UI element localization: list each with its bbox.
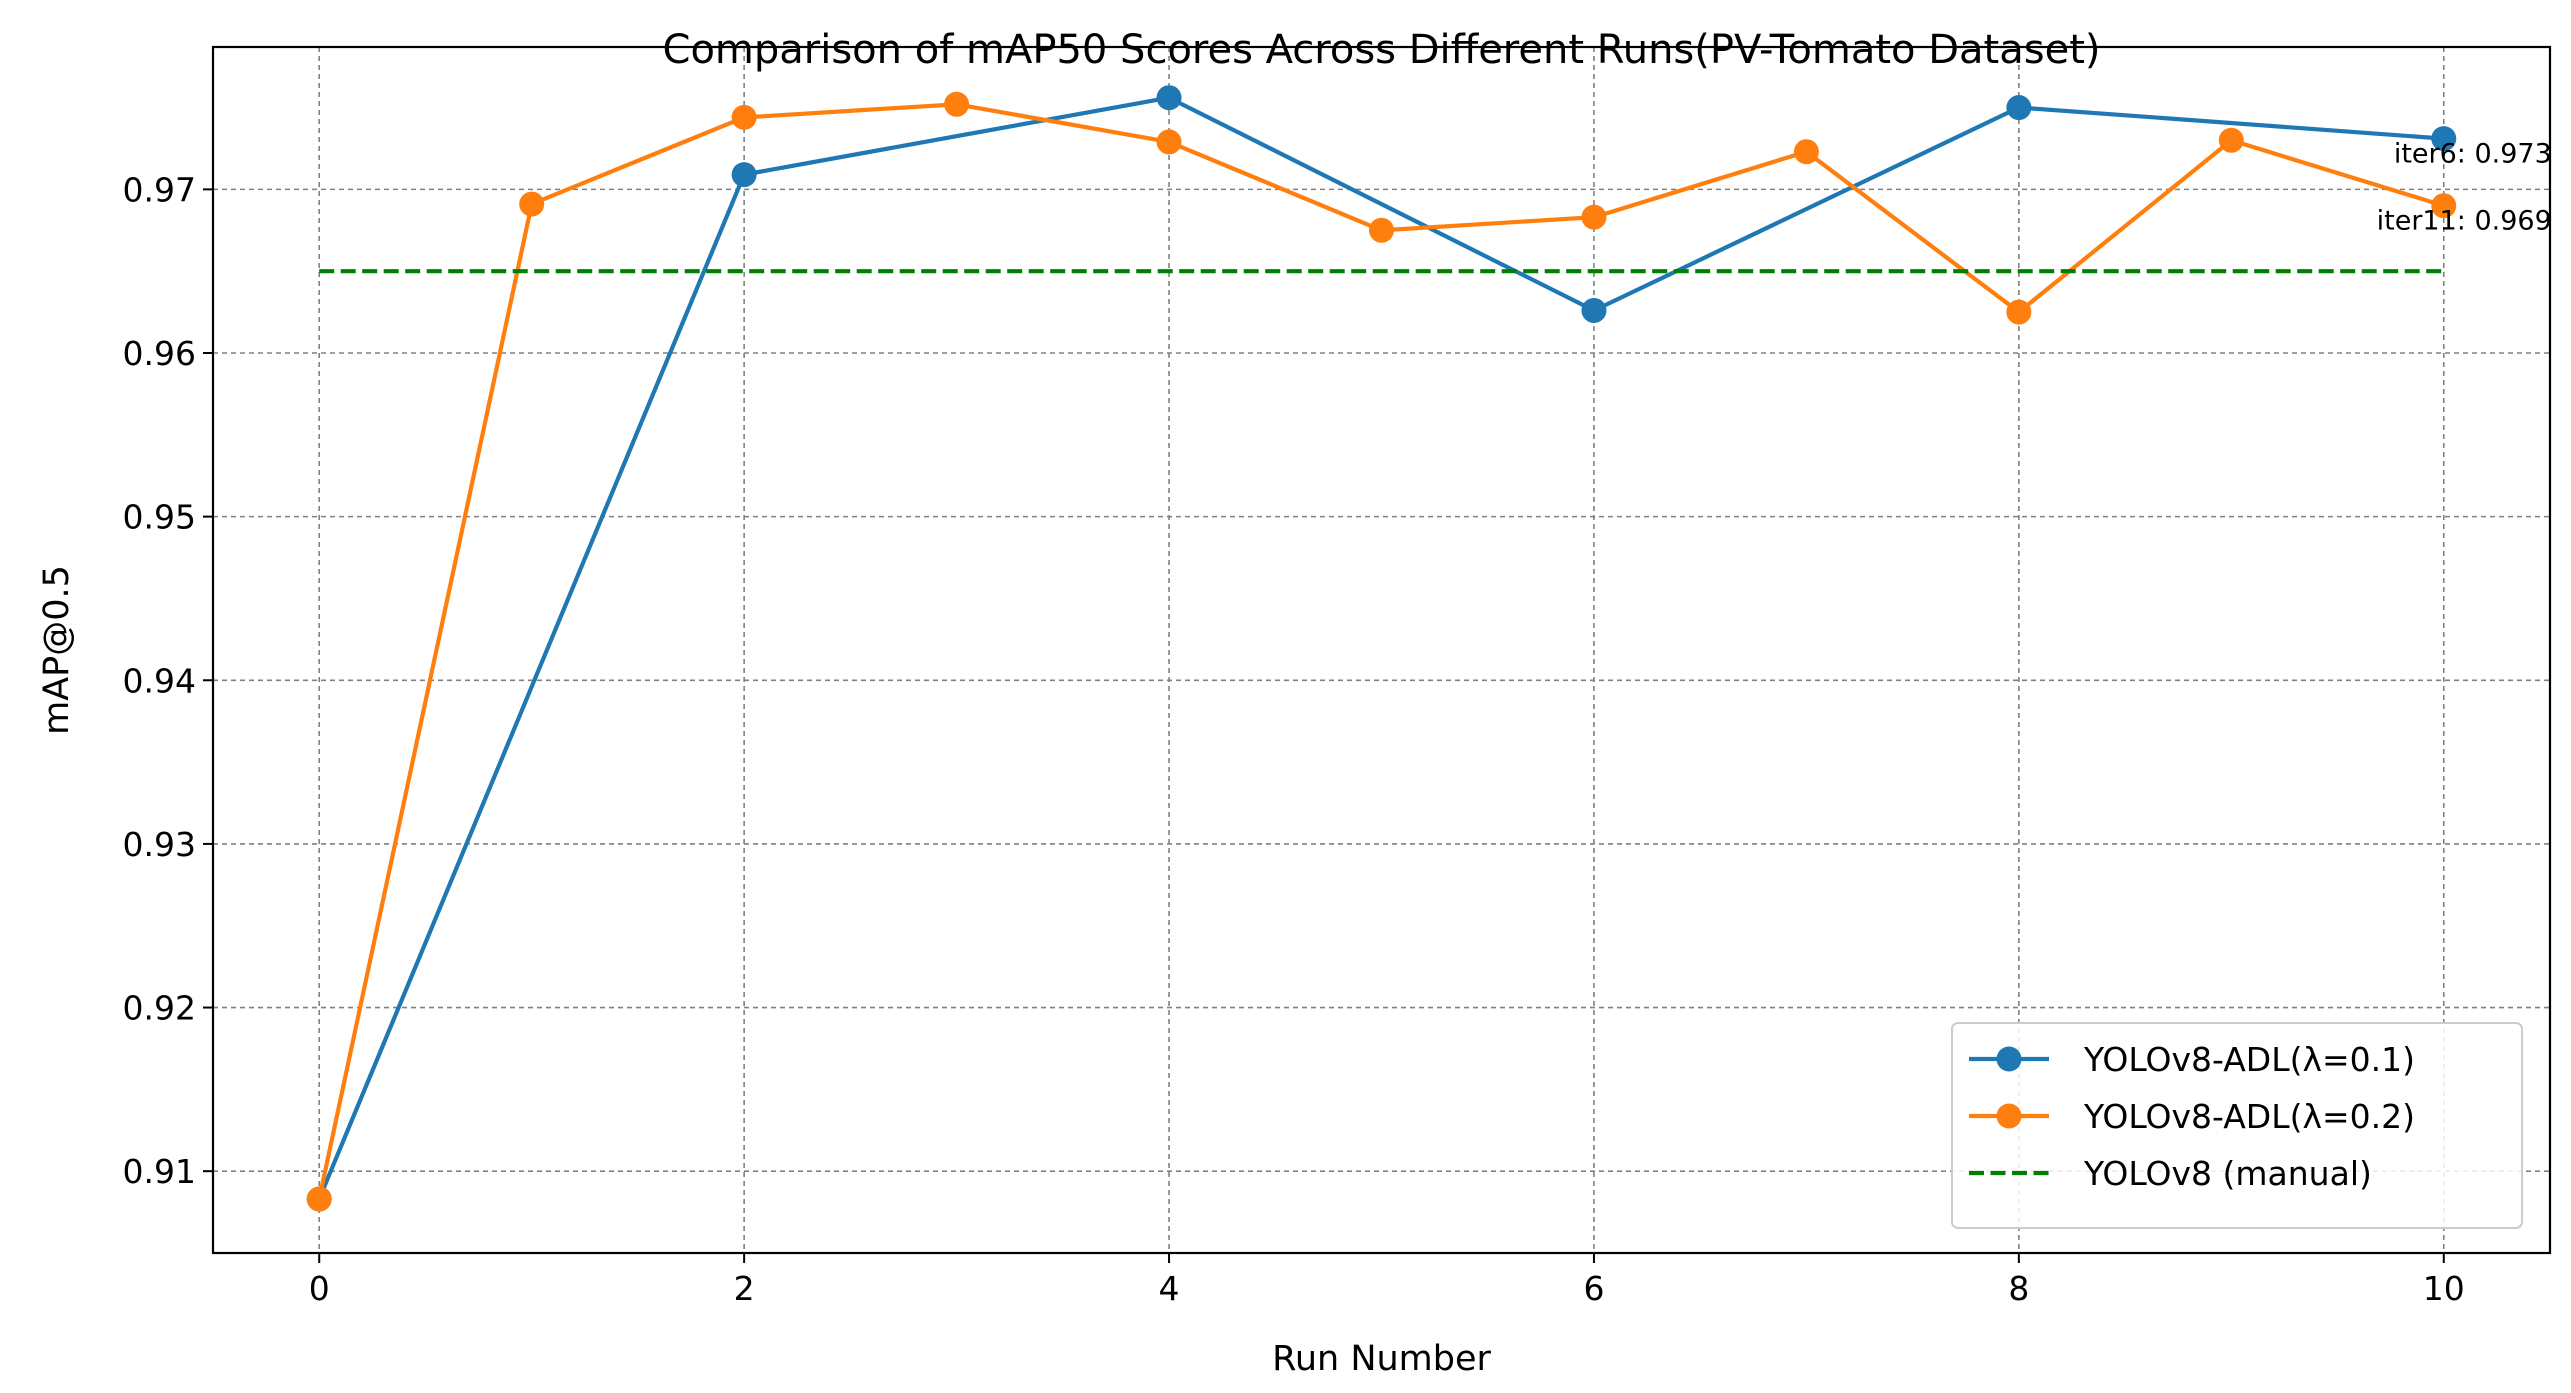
data-point [731,104,757,130]
legend-label: YOLOv8-ADL(λ=0.2) [2083,1097,2415,1136]
chart-title: Comparison of mAP50 Scores Across Differ… [663,27,2101,73]
y-tick-label: 0.92 [123,989,196,1028]
data-point [1793,139,1819,165]
y-tick-label: 0.96 [123,334,196,373]
data-point [1156,85,1182,111]
y-tick-label: 0.94 [123,661,196,700]
data-point [2431,126,2457,152]
data-point [2006,95,2032,121]
data-point [944,91,970,117]
data-point [519,191,545,217]
data-point [306,1186,332,1212]
x-tick-label: 10 [2423,1269,2465,1308]
x-axis-label: Run Number [1272,1339,1491,1379]
legend-label: YOLOv8-ADL(λ=0.1) [2083,1040,2415,1079]
x-tick-label: 2 [734,1269,755,1308]
legend: YOLOv8-ADL(λ=0.1) YOLOv8-ADL(λ=0.2) YOLOv8… [1951,1022,2523,1229]
legend-box [1951,1022,2523,1229]
annotations: iter6: 0.973 iter11: 0.969 [2377,139,2552,237]
y-axis-label: mAP@0.5 [37,565,77,735]
legend-label: YOLOv8 (manual) [2083,1154,2372,1193]
annotation-label: iter11: 0.969 [2377,206,2552,237]
y-axis-ticks: 0.91 0.92 0.93 0.94 0.95 0.96 0.97 [123,170,213,1191]
data-point [731,162,757,188]
data-point [2431,193,2457,219]
x-tick-label: 8 [2008,1269,2029,1308]
legend-marker [1996,1103,2022,1129]
data-point [1369,217,1394,243]
series-2 [306,91,2457,1212]
series-line [317,95,2444,1200]
y-tick-label: 0.93 [123,825,196,864]
x-tick-label: 4 [1159,1269,1180,1308]
y-tick-label: 0.91 [123,1152,196,1191]
data-point [2006,299,2032,325]
x-axis-ticks: 0 2 4 6 8 10 [309,1253,2465,1308]
data-point [2218,127,2244,153]
x-tick-label: 6 [1583,1269,1604,1308]
y-tick-label: 0.95 [123,498,196,537]
data-point [1156,129,1182,155]
axes-frame [211,45,2552,1255]
series-layer [306,85,2457,1212]
data-point [1581,204,1607,230]
data-point [1581,297,1607,323]
y-tick-label: 0.97 [123,170,196,209]
legend-marker [1996,1046,2022,1072]
annotation-label: iter6: 0.973 [2394,139,2552,170]
x-tick-label: 0 [309,1269,330,1308]
